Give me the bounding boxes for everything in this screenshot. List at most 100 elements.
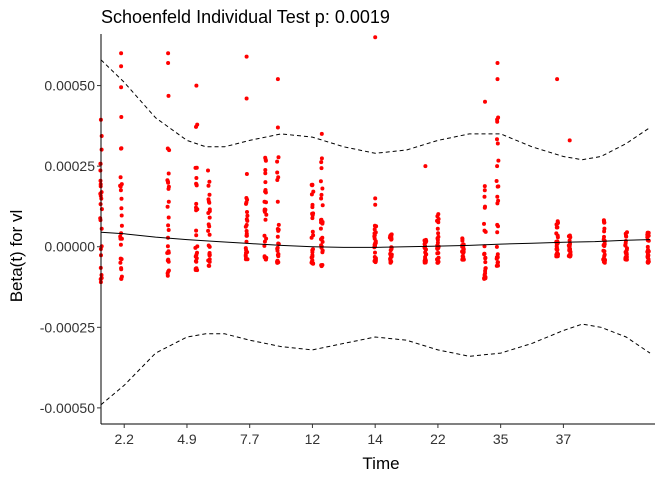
residual-point [602,229,607,234]
residual-point [263,168,268,172]
residual-point [119,85,124,90]
residual-point [556,252,560,257]
x-axis-title: Time [362,454,399,473]
lower-confidence-band [100,323,651,406]
fit-lines [100,59,651,406]
residual-point [119,115,124,119]
residual-point [166,223,171,228]
residual-point [119,274,124,279]
residual-point [244,233,249,238]
residual-point [243,257,248,262]
residual-point [118,242,123,247]
residual-point [262,199,267,204]
residual-point [119,196,124,201]
residual-point [423,240,428,245]
residual-point [388,259,393,264]
residual-point [207,251,212,255]
residual-point [263,180,268,185]
residual-point [275,125,280,130]
residual-point [483,271,488,276]
residual-point [422,260,427,265]
residual-point [276,241,281,246]
residual-point [495,61,500,65]
residual-point [206,243,211,248]
residual-point [436,251,441,255]
residual-point [494,244,499,249]
residual-point [310,229,315,234]
residual-point [263,217,268,222]
residual-point [436,231,441,236]
residual-point [275,170,280,175]
residual-point [483,266,488,271]
residual-point [624,234,629,239]
residual-point [320,263,325,267]
residual-point [194,182,199,187]
residual-point [118,236,123,241]
residual-point [646,260,651,265]
residual-point [245,210,249,214]
residual-point [207,257,212,262]
residual-point [625,230,629,235]
residual-point [483,99,487,104]
residual-point [482,252,487,257]
residual-point [165,204,170,209]
residual-point [207,224,212,229]
residual-point [623,256,628,261]
residual-point [320,250,325,255]
residual-point [264,257,268,262]
residual-point [194,228,199,233]
upper-confidence-band [100,59,651,161]
residual-point [275,234,280,239]
residual-point [423,246,428,251]
residual-point [602,258,607,263]
residual-point [119,51,124,56]
residual-point [275,77,280,82]
residual-point [602,249,607,254]
residual-point [244,251,248,255]
residual-point [195,244,200,249]
residual-point [245,213,250,218]
residual-point [460,257,465,262]
residual-point [602,220,607,225]
residual-point [555,77,560,82]
residual-point [194,83,199,88]
residual-point [483,260,488,265]
residual-point [275,260,280,264]
residual-point [166,93,171,98]
residual-point [118,175,123,180]
residual-point [373,35,378,40]
residual-point [555,247,560,252]
residual-point [207,232,212,237]
residual-point [276,155,281,160]
residual-point [99,134,104,138]
residual-point [494,263,499,268]
residual-point [118,188,123,193]
residual-point [624,251,629,256]
residual-point [244,96,249,101]
residual-point [388,248,393,253]
residual-point [319,156,324,161]
residual-point [193,254,198,259]
x-tick-label: 4.9 [177,431,197,447]
residual-point [372,227,377,232]
residual-point [482,194,487,199]
residual-point [567,238,572,243]
residual-point [423,164,428,169]
residual-point [310,202,315,207]
residual-point [244,229,249,233]
residual-point [244,54,249,59]
residual-point [646,234,651,238]
residual-point [264,236,269,241]
residual-point [494,256,499,261]
residual-point [373,250,377,255]
y-tick-label: -0.00050 [40,400,95,416]
residual-point [320,186,325,191]
residual-point [555,221,560,226]
residual-point [460,249,465,254]
residual-point [207,192,212,197]
residual-point [567,138,572,143]
residual-point [206,228,211,233]
residual-point [119,146,124,151]
